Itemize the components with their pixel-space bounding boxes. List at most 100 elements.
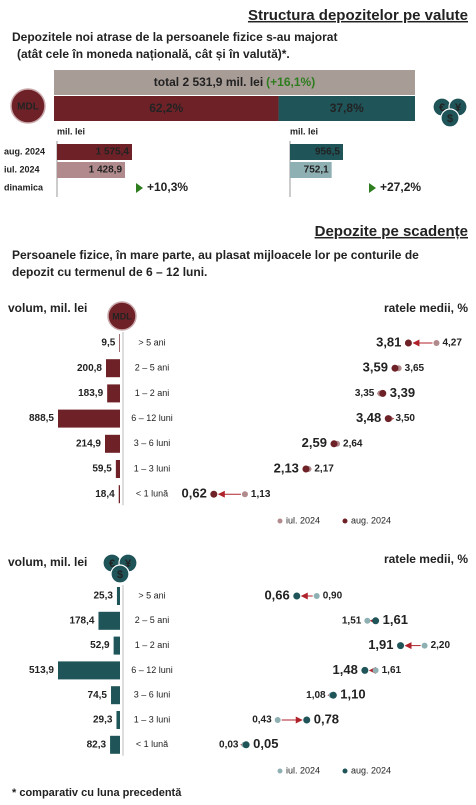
volume-bar [98,611,120,630]
volume-value: 513,9 [29,665,54,676]
section-title: Depozite pe scadențe [315,223,468,240]
volume-bar [110,735,120,754]
rate-label-jul: 4,27 [442,338,462,349]
rates-label: ratele medii, % [384,301,468,315]
volume-label: volum, mil. lei [8,301,87,315]
up-arrow-icon [136,183,143,193]
fx-badge [110,564,130,584]
subtitle: Depozitele noi atrase de la persoanele f… [12,30,337,44]
unit-label: mil. lei [290,126,318,136]
rate-dot-aug [361,666,369,674]
category-label: 6 – 12 luni [131,665,173,675]
category-label: < 1 lună [136,739,168,749]
rate-label-jul: 1,61 [382,665,402,676]
category-label: > 5 ani [138,337,165,347]
volume-value: 200,8 [77,363,102,374]
legend-label: aug. 2024 [351,515,391,525]
rate-label-aug: 1,61 [383,612,408,627]
volume-bar [111,686,120,705]
rate-label-jul: 1,08 [306,690,326,701]
category-label: 6 – 12 luni [131,413,173,423]
volume-value: 25,3 [93,591,113,602]
subtitle: depozit cu termenul de 6 – 12 luni. [12,265,207,279]
volume-value: 59,5 [92,464,112,475]
volume-value: 82,3 [87,739,107,750]
row-label: iul. 2024 [4,164,40,174]
rate-label-jul: 3,65 [405,363,425,374]
rates-label: ratele medii, % [384,552,468,566]
volume-value: 52,9 [90,640,110,651]
rate-dot-aug [372,617,380,625]
fx-badge [440,108,460,128]
rate-label-jul: 2,17 [314,464,334,475]
mdl-badge-label: MDL [17,102,39,113]
rate-dot-aug [302,465,310,473]
volume-value: 178,4 [69,615,94,626]
rate-label-jul: 2,64 [343,438,363,449]
volume-bar [115,460,120,478]
rate-dot-jul [433,340,440,346]
volume-bar [116,587,120,605]
fx-badge-label: ¥ [455,102,462,114]
legend-label: iul. 2024 [286,515,320,525]
volume-label: volum, mil. lei [8,555,87,569]
rate-dot-aug [391,364,399,372]
share-bar [54,96,279,121]
month-value: 1 575,4 [96,147,130,158]
rate-label-aug: 3,48 [356,410,381,425]
rate-label-jul: 0,90 [323,591,343,602]
category-label: 2 – 5 ani [135,615,170,625]
rate-label-aug: 2,13 [274,460,299,475]
category-label: 1 – 2 ani [135,388,170,398]
row-label: aug. 2024 [4,146,45,156]
footnote: * comparativ cu luna precedentă [12,787,182,799]
rate-label-aug: 3,59 [363,360,388,375]
volume-bar [113,636,120,655]
volume-bar [105,434,120,453]
volume-value: 888,5 [29,413,54,424]
mdl-badge [10,88,46,124]
month-bar [57,144,132,160]
up-arrow-icon [369,183,376,193]
share-label: 37,8% [330,101,364,115]
category-label: 2 – 5 ani [135,363,170,373]
total-change: (+16,1%) [266,75,315,89]
volume-value: 9,5 [101,338,115,349]
volume-bar [118,485,120,504]
rate-dot-aug [397,642,405,650]
rate-dot-jul [241,491,248,498]
share-bar [278,96,415,121]
rate-dot-aug [329,691,337,699]
month-value: 1 428,9 [89,165,123,176]
rate-label-aug: 1,10 [340,687,365,702]
rate-label-aug: 1,91 [368,637,393,652]
rate-label-aug: 0,66 [264,587,289,602]
rate-dot-jul [372,667,379,674]
volume-bar [58,661,120,680]
legend-swatch [277,518,283,524]
volume-value: 18,4 [95,489,115,500]
rate-dot-aug [330,440,338,448]
fx-badge-label: $ [447,113,453,125]
legend-swatch [342,518,348,524]
category-label: 1 – 3 luni [134,714,171,724]
rate-label-aug: 0,78 [314,711,339,726]
rate-label-aug: 3,39 [390,385,415,400]
total-bar [54,70,415,95]
total-value: total 2 531,9 mil. lei [154,75,263,89]
mdl-badge-label: MDL [112,311,132,321]
rate-dot-jul [313,593,320,599]
category-label: 1 – 2 ani [135,640,170,650]
rate-dot-aug [293,592,301,600]
volume-value: 214,9 [76,438,101,449]
change-label: +27,2% [380,180,421,194]
rate-dot-jul [421,642,428,649]
share-label: 62,2% [149,101,183,115]
rate-label-jul: 2,20 [431,640,451,651]
rate-label-jul: 3,35 [355,388,375,399]
category-label: 3 – 6 luni [134,438,171,448]
volume-bar [119,334,120,352]
volume-value: 74,5 [88,690,108,701]
volume-value: 29,3 [93,715,113,726]
